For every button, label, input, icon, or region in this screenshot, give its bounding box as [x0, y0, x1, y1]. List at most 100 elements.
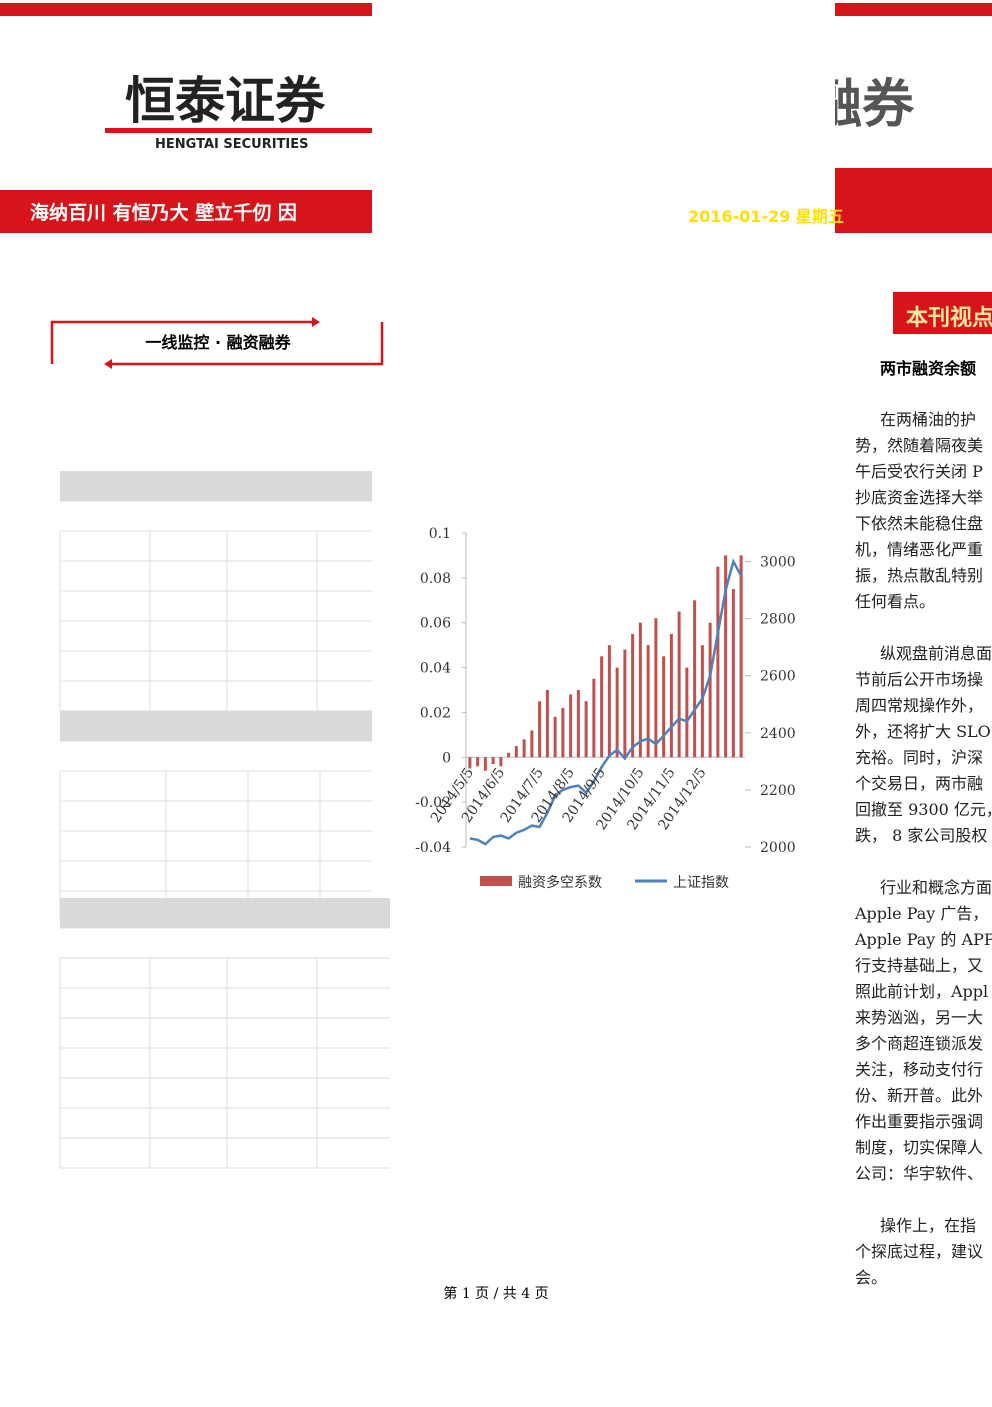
header-band [0, 190, 372, 233]
text-line: 行支持基础上，又 [855, 956, 983, 975]
header-band [835, 168, 992, 233]
section-title: 一线监控 · 融资融券 [145, 333, 291, 352]
text-line: 机，情绪恶化严重 [855, 540, 983, 559]
text-line: 回撤至 9300 亿元， [855, 800, 992, 819]
text-line: 多个商超连锁派发 [855, 1034, 983, 1053]
text-line: 任何看点。 [855, 592, 935, 611]
bar [569, 694, 573, 758]
bar [538, 701, 542, 758]
text-line: 下依然未能稳住盘 [855, 514, 983, 533]
bar [739, 555, 743, 758]
bar [584, 701, 588, 758]
sidebar-title: 本刊视点 [906, 305, 992, 331]
text-line: 来势汹汹，另一大 [855, 1008, 983, 1027]
sidebar-tab [893, 292, 992, 334]
bar [545, 690, 549, 758]
text-line: 作出重要指示强调 [855, 1112, 983, 1131]
legend-swatch [480, 876, 512, 886]
y-tick-label: 0 [442, 750, 451, 766]
text-line: 午后受农行关闭 P [855, 462, 983, 481]
bar [607, 645, 611, 758]
table-header [60, 711, 372, 741]
table-header [60, 471, 372, 501]
bar [468, 757, 472, 769]
text-line: 周四常规操作外， [855, 696, 983, 715]
text-line: 振，热点散乱特别 [855, 566, 983, 585]
bar [623, 649, 627, 758]
text-line: 个交易日，两市融 [855, 774, 983, 793]
bar [530, 730, 534, 758]
text-line: 行业和概念方面 [880, 878, 992, 897]
bar [669, 633, 673, 758]
bar [662, 656, 666, 758]
text-line: 制度，切实保障人 [855, 1138, 983, 1157]
bar [576, 690, 580, 758]
bar [483, 757, 487, 771]
text-line: 纵观盘前消息面 [880, 644, 992, 663]
y2-tick-label: 2800 [760, 612, 796, 628]
text-line: 操作上，在指 [880, 1216, 976, 1235]
bar [522, 739, 526, 758]
banner-title: 融券 [810, 75, 915, 135]
text-line: 节前后公开市场操 [855, 670, 983, 689]
bar [685, 667, 689, 758]
y-tick-label: 0.02 [420, 705, 451, 721]
text-line: 照此前计划，Appl [855, 982, 988, 1001]
bar [708, 622, 712, 758]
y2-tick-label: 3000 [760, 555, 796, 571]
logo-rule [105, 128, 372, 133]
logo: 恒泰证券 [125, 72, 326, 130]
y2-tick-label: 2400 [760, 726, 796, 742]
y2-tick-label: 2600 [760, 669, 796, 685]
y-tick-label: 0.08 [420, 571, 451, 587]
text-line: Apple Pay 广告， [854, 904, 988, 923]
bar [600, 656, 604, 758]
text-line: 会。 [855, 1268, 887, 1287]
y-tick-label: -0.04 [415, 840, 451, 856]
bar [499, 757, 503, 767]
text-line: 关注，移动支付行 [855, 1060, 983, 1079]
bar [646, 645, 650, 758]
bar [507, 752, 511, 758]
bar [476, 757, 480, 767]
bar [631, 633, 635, 758]
logo-en: HENGTAI SECURITIES [155, 137, 309, 152]
text-line: 在两桶油的护 [880, 410, 976, 429]
text-line: 公司：华宇软件、 [855, 1164, 983, 1183]
bar [592, 678, 596, 758]
y2-tick-label: 2200 [760, 783, 796, 799]
legend-label: 融资多空系数 [518, 874, 602, 891]
tables [59, 471, 390, 1169]
bar [654, 618, 658, 758]
date: 2016-01-29 星期五 [688, 207, 844, 226]
line [469, 558, 743, 846]
table-header [60, 898, 390, 928]
header-strip [835, 3, 992, 16]
chart: -0.04 -0.02 0 0.02 0.04 0.06 0.08 0.1 2000 2200 24… [415, 526, 796, 891]
legend-label: 上证指数 [673, 875, 729, 891]
bar [514, 746, 518, 758]
y-tick-label: -0.02 [415, 795, 451, 811]
text-line: 充裕。同时，沪深 [855, 748, 983, 767]
text-line: 抄底资金选择大举 [855, 488, 983, 507]
bar [677, 611, 681, 758]
y-tick-label: 0.06 [420, 616, 451, 632]
header-strip [0, 3, 372, 16]
bar [724, 555, 728, 758]
bar [693, 600, 697, 758]
bar [491, 757, 495, 765]
footer: 第 1 页 / 共 4 页 [443, 1285, 548, 1302]
slogan: 海纳百川 有恒乃大 壁立千仞 因 [30, 201, 297, 224]
text-line: 份、新开普。此外 [855, 1086, 983, 1105]
section-frame [50, 320, 384, 366]
text-line: 外，还将扩大 SLO [855, 722, 991, 741]
bar [716, 566, 720, 758]
y-tick-label: 0.04 [420, 661, 451, 677]
y-tick-label: 0.1 [429, 526, 451, 542]
bar [731, 589, 735, 758]
bar [553, 716, 557, 758]
text-line: 势，然随着隔夜美 [855, 436, 983, 455]
